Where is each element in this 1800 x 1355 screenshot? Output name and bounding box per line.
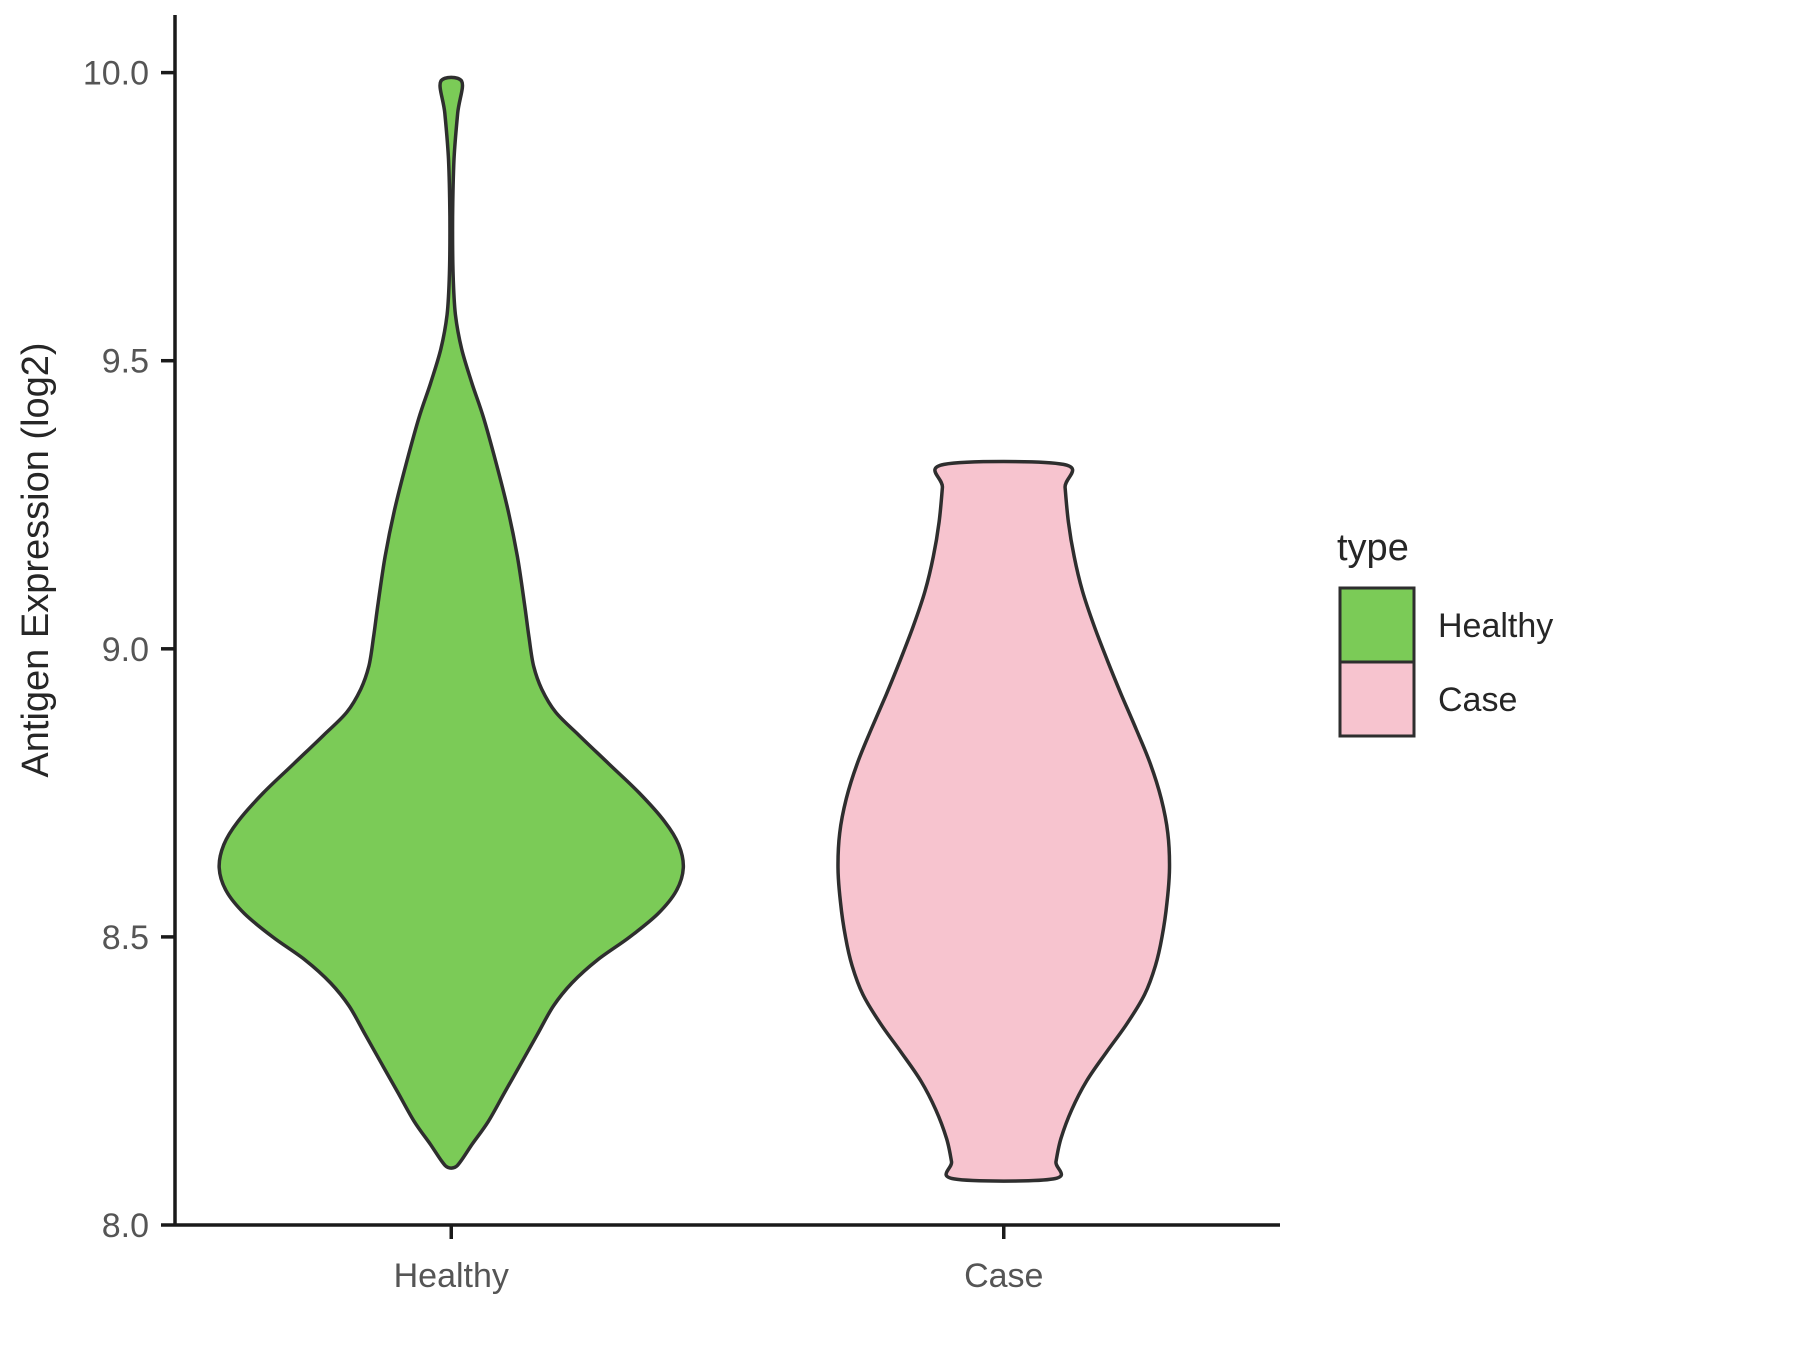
legend-label-healthy: Healthy <box>1438 607 1553 645</box>
y-tick-label: 9.0 <box>102 631 149 669</box>
axes-layer: 8.0 8.5 9.0 9.5 10.0 Healthy Case <box>83 15 1280 1295</box>
violins-layer <box>217 75 1172 1183</box>
legend-title: type <box>1337 527 1409 569</box>
x-tick-label: Case <box>964 1257 1043 1295</box>
legend-label-case: Case <box>1438 681 1517 719</box>
legend: type Healthy Case <box>1337 527 1553 738</box>
x-tick-label: Healthy <box>394 1257 509 1295</box>
y-axis-title: Antigen Expression (log2) <box>15 342 57 777</box>
y-tick-label: 8.0 <box>102 1207 149 1245</box>
violin-case <box>836 459 1172 1183</box>
y-tick-label: 10.0 <box>83 55 149 93</box>
legend-key-case <box>1338 660 1416 738</box>
legend-key-healthy <box>1338 586 1416 664</box>
y-tick-label: 8.5 <box>102 919 149 957</box>
violin-healthy <box>217 75 686 1170</box>
y-tick-label: 9.5 <box>102 343 149 381</box>
